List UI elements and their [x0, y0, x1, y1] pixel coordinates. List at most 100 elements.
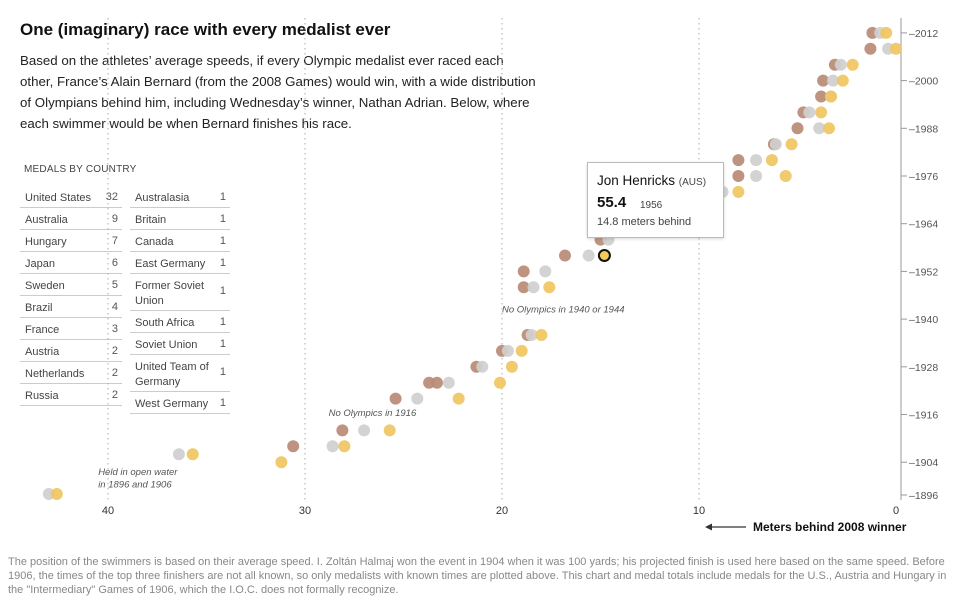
swimmer-point	[732, 170, 745, 182]
swimmer-point	[336, 424, 349, 437]
medal-country: Australasia	[135, 192, 190, 204]
medal-count: 5	[111, 279, 118, 291]
chart-annotation: Held in open water	[98, 467, 178, 478]
swimmer-point	[817, 74, 830, 87]
swimmer-point	[765, 154, 778, 167]
swimmer-point	[442, 376, 455, 389]
medal-country: Brazil	[25, 302, 53, 314]
medal-country: East Germany	[135, 258, 206, 270]
swimmer-point	[834, 58, 847, 71]
medal-row: France 3	[20, 318, 122, 340]
swimmer-point	[732, 185, 745, 198]
medal-row: Soviet Union 1	[130, 333, 230, 355]
medal-country: Sweden	[25, 280, 65, 292]
medal-country: France	[25, 324, 60, 336]
medal-count: 32	[105, 191, 118, 203]
medal-country: Russia	[25, 390, 59, 402]
swimmer-point	[535, 329, 548, 341]
tooltip-time: 55.4	[597, 194, 627, 211]
y-tick-label: –2000	[909, 76, 938, 88]
medal-row: Australasia 1	[130, 186, 230, 208]
medal-country: Britain	[135, 214, 167, 226]
swimmer-point	[779, 170, 792, 182]
footnote: The position of the swimmers is based on…	[8, 556, 947, 596]
medal-row: Japan 6	[20, 252, 122, 274]
medals-table-title: MEDALS BY COUNTRY	[24, 164, 137, 175]
medal-count: 2	[111, 367, 118, 379]
medal-country: West Germany	[135, 398, 209, 410]
swimmer-point	[338, 440, 351, 453]
x-axis-title: Meters behind 2008 winner	[753, 520, 907, 534]
medal-count: 1	[219, 366, 226, 378]
swimmer-point	[732, 154, 745, 167]
medal-count: 7	[111, 235, 118, 247]
medal-count: 6	[111, 257, 118, 269]
swimmer-point	[186, 448, 199, 461]
medal-count: 1	[219, 213, 226, 225]
y-tick-label: –1988	[909, 123, 938, 135]
swimmer-point	[50, 488, 63, 500]
y-tick-label: –1952	[909, 266, 938, 278]
medal-count: 1	[219, 397, 226, 409]
swimmer-point	[358, 424, 371, 437]
swimmer-point	[501, 344, 514, 357]
tooltip-behind: 14.8 meters behind	[597, 216, 692, 228]
medal-row: Austria 2	[20, 340, 122, 362]
tooltip-country: (AUS)	[678, 177, 707, 188]
swimmer-point	[769, 138, 782, 151]
medal-row: Hungary 7	[20, 230, 122, 252]
y-tick-label: –1976	[909, 171, 938, 183]
swimmer-point	[389, 392, 402, 405]
tooltip: Jon Henricks (AUS) 55.4 1956 14.8 meters…	[587, 162, 724, 238]
swimmer-point	[543, 281, 556, 294]
medal-country: Hungary	[25, 236, 67, 248]
medal-country: South Africa	[135, 317, 195, 329]
medal-country: Austria	[25, 346, 60, 358]
swimmer-point	[846, 58, 859, 71]
medal-count: 3	[111, 323, 118, 335]
medal-count: 9	[111, 213, 118, 225]
swimmer-point	[815, 106, 828, 119]
swimmer-point	[494, 376, 506, 389]
medal-row: Sweden 5	[20, 274, 122, 296]
swimmer-point	[559, 249, 571, 262]
x-tick-label: 20	[496, 505, 508, 517]
medal-row: South Africa 1	[130, 311, 230, 333]
y-tick-label: –1916	[909, 410, 938, 422]
swimmer-point	[827, 74, 839, 87]
swimmer-point	[890, 42, 902, 55]
swimmer-point	[813, 122, 826, 135]
chart-annotation: No Olympics in 1940 or 1944	[502, 305, 625, 316]
medal-row: Russia 2	[20, 384, 122, 406]
medal-row: Netherlands 2	[20, 362, 122, 384]
medal-row: United States 32	[20, 186, 122, 208]
swimmer-point	[823, 122, 835, 135]
swimmer-point	[172, 448, 185, 461]
swimmer-point	[539, 265, 552, 278]
y-tick-label: –1904	[909, 457, 938, 469]
medal-row: Britain 1	[130, 208, 230, 230]
swimmer-point	[411, 392, 424, 405]
swimmer-point	[880, 26, 893, 39]
chart-title: One (imaginary) race with every medalist…	[20, 20, 391, 39]
tooltip-name: Jon Henricks	[597, 173, 676, 188]
medal-country: United Team of Germany	[135, 361, 209, 388]
medal-country: Soviet Union	[135, 339, 198, 351]
x-tick-label: 40	[102, 505, 114, 517]
medal-count: 1	[219, 316, 226, 328]
medal-row: West Germany 1	[130, 392, 230, 414]
swimmer-point	[785, 138, 798, 151]
chart-intro: Based on the athletes’ average speeds, i…	[20, 53, 536, 131]
swimmer-point	[515, 344, 528, 357]
y-tick-label: –1928	[909, 362, 938, 374]
medal-count: 2	[111, 389, 118, 401]
arrow-left-icon	[705, 523, 746, 531]
x-tick-label: 10	[693, 505, 705, 517]
y-tick-label: –1940	[909, 314, 938, 326]
swimmer-point	[517, 281, 530, 294]
medal-row: Brazil 4	[20, 296, 122, 318]
x-tick-label: 0	[893, 505, 899, 517]
race-chart: 40 30 20 10 0 –1896 –1904 –1916 –1928 –1940 –1952 –…	[42, 18, 938, 517]
medal-country: Australia	[25, 214, 68, 226]
swimmer-point	[527, 281, 540, 294]
